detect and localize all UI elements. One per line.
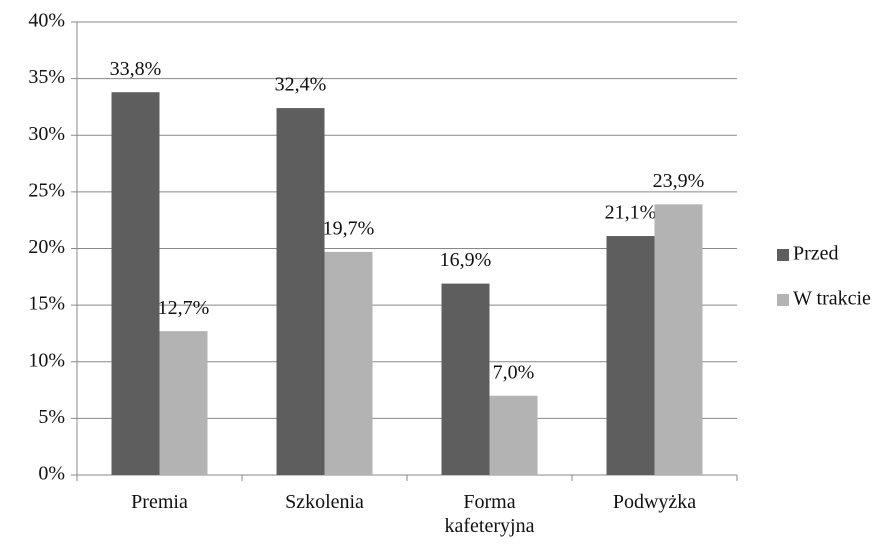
y-tick-label: 30% xyxy=(28,123,65,145)
data-label: 12,7% xyxy=(158,297,210,319)
y-tick-label: 40% xyxy=(28,10,65,32)
bar xyxy=(111,92,160,475)
y-tick-label: 0% xyxy=(38,463,65,485)
bar xyxy=(489,395,538,475)
data-label: 32,4% xyxy=(275,74,327,96)
data-label: 33,8% xyxy=(110,58,162,80)
x-tick-label: Premia xyxy=(131,491,188,513)
data-label: 16,9% xyxy=(440,249,492,271)
data-label: 7,0% xyxy=(493,361,535,383)
y-tick-label: 5% xyxy=(38,406,65,428)
legend-label: Przed xyxy=(793,243,839,265)
legend-swatch xyxy=(777,249,789,261)
y-tick-label: 15% xyxy=(28,293,65,315)
legend-swatch xyxy=(777,294,789,306)
y-tick-label: 25% xyxy=(28,179,65,201)
y-tick-label: 10% xyxy=(28,349,65,371)
x-tick-label: Szkolenia xyxy=(285,491,364,513)
bar xyxy=(276,108,325,475)
data-label: 23,9% xyxy=(653,170,705,192)
data-label: 19,7% xyxy=(323,217,375,239)
bar xyxy=(654,204,703,475)
legend-label: W trakcie xyxy=(793,288,871,310)
y-tick-label: 35% xyxy=(28,66,65,88)
bar xyxy=(324,251,373,475)
bar xyxy=(159,331,208,475)
y-tick-label: 20% xyxy=(28,236,65,258)
x-tick-label: Podwyżka xyxy=(612,491,697,513)
data-label: 21,1% xyxy=(605,202,657,224)
x-tick-label: Forma kafeteryjna xyxy=(444,491,535,537)
bar xyxy=(606,236,655,475)
bar xyxy=(441,283,490,475)
